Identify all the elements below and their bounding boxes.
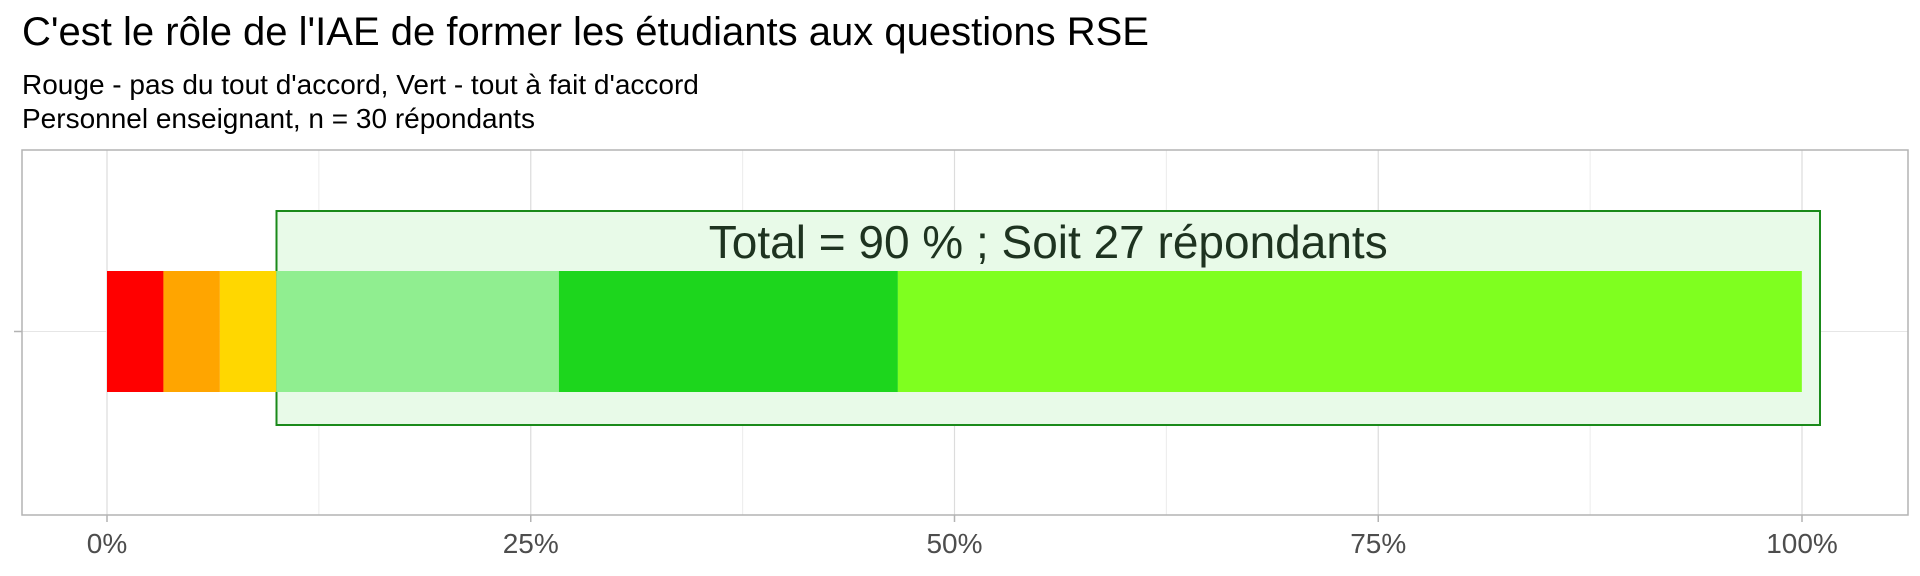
bar-segment-6 — [897, 271, 1802, 392]
x-tick-label: 75% — [1350, 528, 1406, 559]
bar-segment-1 — [107, 271, 164, 392]
bar-segment-2 — [163, 271, 220, 392]
x-tick-label: 0% — [87, 528, 127, 559]
bar-segment-4 — [276, 271, 559, 392]
x-tick-label: 25% — [503, 528, 559, 559]
x-axis: 0% 25% 50% 75% 100% — [14, 330, 1838, 559]
chart-subtitle-legend: Rouge - pas du tout d'accord, Vert - tou… — [22, 69, 699, 100]
bar-segments — [107, 271, 1802, 392]
bar-segment-5 — [558, 271, 898, 392]
panel-border — [21, 149, 1909, 516]
x-tick-label: 100% — [1766, 528, 1838, 559]
chart-subtitle-sample: Personnel enseignant, n = 30 répondants — [22, 103, 535, 134]
bar-segment-3 — [219, 271, 277, 392]
x-tick-label: 50% — [926, 528, 982, 559]
chart-title: C'est le rôle de l'IAE de former les étu… — [22, 10, 1149, 54]
highlight-label: Total = 90 % ; Soit 27 répondants — [709, 216, 1388, 268]
